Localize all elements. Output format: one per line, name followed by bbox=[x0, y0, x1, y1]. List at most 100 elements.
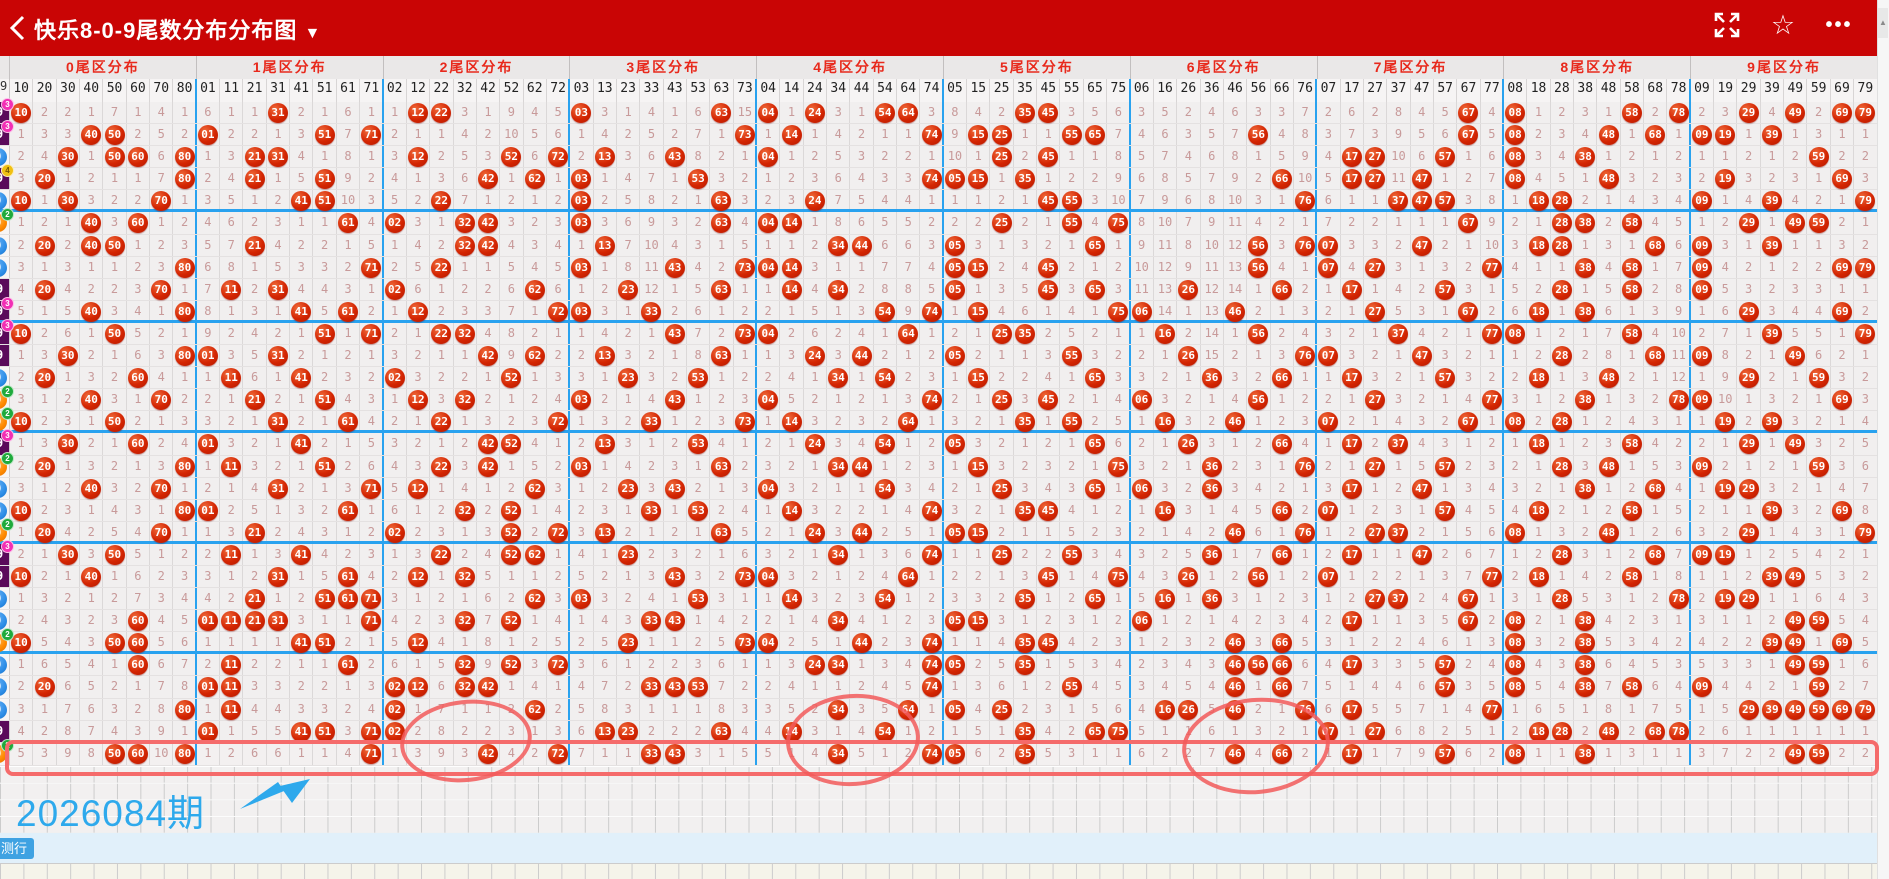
miss-count: 5 bbox=[134, 546, 142, 561]
grid-cell: 1 bbox=[1761, 654, 1785, 676]
miss-count: 2 bbox=[1744, 414, 1753, 429]
grid-cell: 3 bbox=[594, 300, 617, 320]
grid-cell: 2 bbox=[1387, 632, 1411, 652]
miss-count: 9 bbox=[437, 745, 445, 760]
lottery-ball: 35 bbox=[1014, 323, 1035, 344]
miss-count: 2 bbox=[1744, 259, 1753, 274]
miss-count: 4 bbox=[40, 149, 49, 164]
lottery-ball: 15 bbox=[968, 456, 989, 477]
grid-cell: 3 bbox=[617, 146, 641, 168]
miss-count: 1 bbox=[881, 458, 889, 473]
column-label: 78 bbox=[1667, 79, 1691, 102]
miss-count: 10 bbox=[1718, 392, 1733, 407]
miss-count: 9 bbox=[1721, 370, 1729, 385]
miss-count: 3 bbox=[180, 414, 189, 429]
lottery-ball: 29 bbox=[1738, 434, 1759, 455]
grid-cell: 08 bbox=[1502, 411, 1528, 433]
miss-count: 2 bbox=[554, 458, 562, 473]
grid-cell: 1 bbox=[1201, 565, 1224, 588]
grid-cell: 2 bbox=[194, 477, 221, 499]
miss-count: 2 bbox=[1418, 524, 1426, 539]
grid-cell: 3 bbox=[430, 610, 454, 632]
miss-count: 2 bbox=[391, 414, 399, 429]
grid-cell: 37 bbox=[1387, 521, 1411, 543]
grid-cell: 1 bbox=[804, 212, 828, 234]
grid-cell: 1 bbox=[1784, 367, 1808, 389]
miss-count: 3 bbox=[554, 370, 562, 385]
miss-count: 1 bbox=[1441, 701, 1449, 716]
back-icon[interactable] bbox=[6, 14, 30, 42]
miss-count: 2 bbox=[531, 635, 539, 650]
favorite-star-icon[interactable]: ☆ bbox=[1770, 10, 1796, 40]
grid-cell: 3 bbox=[337, 477, 361, 499]
grid-cell: 2 bbox=[103, 588, 127, 610]
grid-cell: 3 bbox=[1551, 521, 1575, 541]
lottery-ball: 63 bbox=[711, 103, 732, 123]
miss-count: 4 bbox=[1558, 149, 1566, 164]
grid-cell: 2 bbox=[1551, 389, 1575, 411]
lottery-ball: 04 bbox=[758, 390, 779, 411]
grid-cell: 2 bbox=[710, 146, 734, 168]
miss-count: 2 bbox=[1418, 392, 1426, 407]
grid-cell: 1 bbox=[1154, 521, 1178, 541]
lottery-ball: 43 bbox=[664, 257, 685, 278]
grid-cell: 3 bbox=[1807, 433, 1831, 455]
grid-cell: 2 bbox=[1831, 676, 1855, 698]
grid-cell: 2 bbox=[941, 389, 968, 411]
grid-cell: 8 bbox=[1481, 190, 1504, 210]
grid-cell: 2 bbox=[381, 256, 407, 278]
grid-cell: 42 bbox=[477, 676, 501, 698]
miss-count: 6 bbox=[204, 105, 212, 119]
miss-count: 4 bbox=[1628, 193, 1636, 208]
miss-count: 3 bbox=[437, 613, 445, 628]
grid-cell: 4 bbox=[1387, 676, 1411, 698]
lottery-ball: 32 bbox=[454, 390, 475, 411]
miss-count: 2 bbox=[484, 281, 492, 296]
fullscreen-icon[interactable] bbox=[1712, 10, 1742, 40]
grid-cell: 3 bbox=[1084, 543, 1108, 565]
miss-count: 2 bbox=[40, 568, 49, 583]
grid-cell: 12 bbox=[1667, 367, 1691, 389]
grid-cell: 9 bbox=[1224, 168, 1248, 190]
clipped-ball-number: 9 bbox=[0, 127, 3, 141]
grid-cell: 10 bbox=[1224, 190, 1248, 210]
grid-cell: 45 bbox=[1037, 389, 1061, 411]
lottery-ball: 33 bbox=[641, 301, 662, 322]
grid-cell: 46 bbox=[1224, 698, 1248, 720]
lottery-ball: 46 bbox=[1225, 677, 1246, 698]
miss-count: 4 bbox=[1721, 259, 1729, 274]
miss-count: 6 bbox=[554, 281, 562, 296]
grid-cell: 5 bbox=[1411, 455, 1434, 477]
lottery-ball: 52 bbox=[501, 500, 522, 521]
grid-cell: 2 bbox=[33, 499, 57, 521]
grid-cell: 2 bbox=[57, 477, 81, 499]
lottery-ball: 55 bbox=[1061, 213, 1082, 234]
miss-count: 10 bbox=[340, 193, 356, 208]
grid-cell: 26 bbox=[1177, 698, 1201, 720]
lottery-ball: 27 bbox=[1365, 589, 1386, 610]
chevron-down-icon: ▼ bbox=[304, 25, 322, 42]
grid-cell: 1 bbox=[1177, 300, 1201, 320]
miss-count: 2 bbox=[1371, 635, 1379, 650]
miss-count: 2 bbox=[1278, 480, 1286, 495]
miss-count: 2 bbox=[951, 568, 959, 583]
grid-cell: 4 bbox=[1128, 124, 1154, 146]
miss-count: 1 bbox=[1324, 524, 1333, 539]
lottery-ball: 16 bbox=[1155, 500, 1176, 521]
lottery-ball: 01 bbox=[197, 125, 218, 146]
grid-cell: 2 bbox=[1177, 389, 1201, 411]
miss-count: 3 bbox=[391, 348, 399, 363]
page-title[interactable]: 快乐8-0-9尾数分布分布图 ▼ bbox=[34, 13, 321, 45]
grid-cell: 4 bbox=[1128, 698, 1154, 720]
grid-cell: 2 bbox=[1527, 411, 1551, 431]
miss-count: 15 bbox=[737, 105, 753, 119]
grid-cell: 3 bbox=[1527, 632, 1551, 652]
grid-cell: 1 bbox=[220, 102, 244, 124]
lottery-ball: 20 bbox=[34, 522, 55, 543]
grid-cell: 2 bbox=[1271, 477, 1294, 499]
miss-count: 1 bbox=[1418, 259, 1426, 274]
miss-count: 13 bbox=[1157, 281, 1173, 296]
more-menu-icon[interactable]: ••• bbox=[1825, 14, 1853, 36]
miss-count: 1 bbox=[1441, 524, 1449, 539]
grid-cell: 1 bbox=[33, 543, 57, 565]
